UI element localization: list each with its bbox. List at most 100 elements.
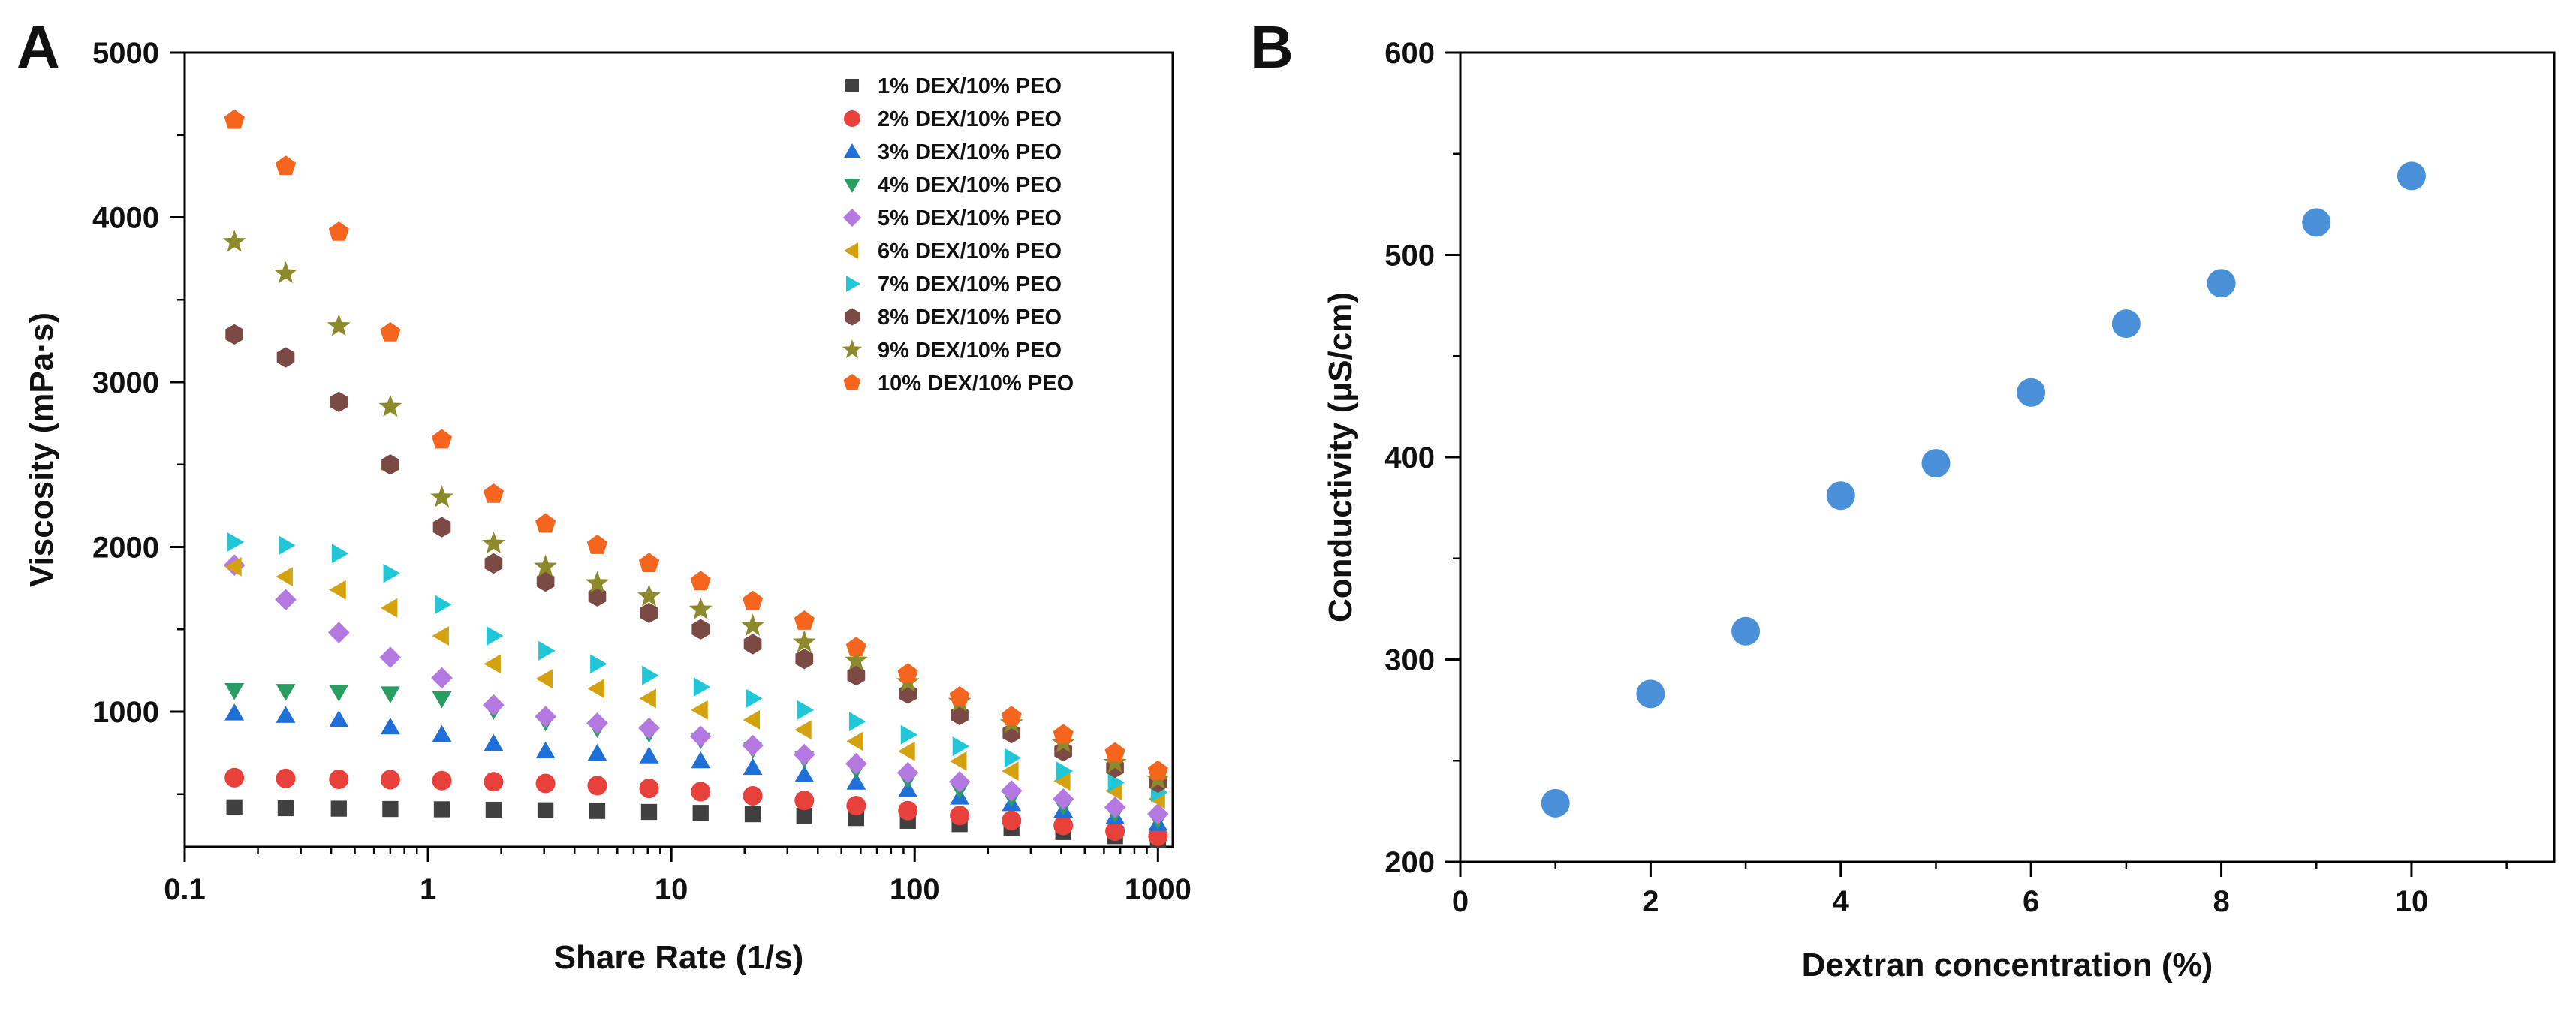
data-point	[794, 791, 815, 811]
y-tick-label-b: 600	[1384, 37, 1435, 70]
data-point	[276, 706, 296, 723]
data-point	[432, 724, 452, 742]
data-point	[380, 598, 398, 618]
data-point	[587, 679, 604, 699]
y-tick-label-a: 3000	[92, 366, 159, 399]
data-point	[329, 770, 349, 790]
data-point	[900, 724, 918, 745]
data-point	[329, 580, 346, 600]
data-point	[484, 553, 503, 574]
data-point	[535, 706, 556, 727]
data-point	[847, 665, 866, 686]
data-point	[379, 646, 402, 668]
data-point	[1053, 815, 1074, 836]
legend-marker	[844, 110, 860, 127]
data-point	[1636, 679, 1665, 709]
data-point	[794, 720, 812, 740]
x-tick-label-b: 8	[2213, 885, 2229, 918]
data-point	[483, 694, 505, 716]
data-point	[537, 802, 554, 818]
legend-label: 5% DEX/10% PEO	[878, 206, 1062, 230]
data-point	[224, 703, 245, 721]
y-tick-label-a: 5000	[92, 37, 159, 70]
data-point	[950, 751, 967, 771]
data-point	[276, 567, 293, 586]
data-point	[688, 597, 713, 620]
data-point	[2207, 269, 2236, 298]
data-point	[435, 595, 452, 615]
data-point	[2111, 309, 2141, 339]
chart-b: 0 2 4 6 8 10 200 300 400 500 600 Dextran concentrat…	[1322, 37, 2556, 983]
data-point	[951, 704, 969, 725]
y-tick-label-b: 300	[1384, 644, 1435, 677]
legend-label: 1% DEX/10% PEO	[878, 74, 1062, 98]
data-point	[795, 649, 814, 670]
data-point	[690, 571, 711, 591]
data-point	[796, 808, 812, 824]
data-point	[794, 765, 815, 782]
data-point	[1147, 760, 1168, 780]
data-point	[639, 688, 656, 709]
legend-marker	[846, 276, 860, 292]
data-point	[2017, 378, 2046, 407]
y-axis-title-b: Conductivity (μS/cm)	[1322, 292, 1359, 622]
legend-label: 10% DEX/10% PEO	[878, 372, 1074, 396]
data-point	[950, 806, 970, 826]
data-point	[590, 654, 607, 674]
data-point	[845, 752, 867, 775]
data-point	[535, 773, 556, 794]
data-point	[330, 391, 348, 412]
data-point	[327, 314, 351, 336]
legend-marker	[842, 208, 862, 227]
data-point	[794, 743, 815, 766]
data-point	[744, 806, 761, 823]
data-point	[586, 712, 608, 734]
x-tick-label-b: 4	[1833, 885, 1850, 918]
legend-marker	[842, 339, 863, 359]
data-point	[586, 535, 608, 554]
data-point	[794, 610, 815, 630]
data-point	[378, 394, 402, 417]
data-point	[792, 630, 816, 652]
y-tick-label-a: 4000	[92, 202, 159, 235]
legend-marker	[844, 143, 860, 158]
data-point	[1105, 821, 1125, 842]
data-point	[535, 513, 556, 533]
data-point	[226, 799, 243, 815]
legend-label: 9% DEX/10% PEO	[878, 339, 1062, 363]
data-point	[380, 770, 400, 790]
data-point	[639, 746, 659, 764]
data-point	[743, 710, 760, 730]
data-point	[1148, 826, 1168, 846]
data-point	[1921, 449, 1951, 478]
data-point	[1000, 780, 1023, 802]
data-point	[1053, 724, 1074, 744]
data-point	[1147, 803, 1169, 825]
data-point	[381, 454, 399, 475]
data-point	[587, 744, 607, 761]
data-point	[328, 221, 349, 241]
panel-b-letter: B	[1250, 14, 1294, 80]
data-point	[948, 771, 971, 793]
data-point	[586, 571, 609, 593]
data-point	[224, 556, 242, 577]
data-point	[898, 800, 918, 821]
data-point	[330, 800, 347, 817]
data-point	[279, 535, 296, 556]
data-point	[380, 321, 401, 342]
data-point	[433, 801, 450, 818]
data-point	[846, 796, 866, 816]
x-axis-title-a: Share Rate (1/s)	[554, 939, 804, 976]
series-a-6	[224, 556, 1165, 809]
data-point	[742, 734, 764, 757]
x-tick-label-a: 1000	[1125, 873, 1192, 906]
data-point	[535, 669, 553, 689]
chart-a: 0.1 1 10 100 1000 1000 2000 3000 4000 5000 Share R…	[23, 37, 1192, 976]
data-point	[432, 691, 452, 709]
x-tick-label-a: 10	[655, 873, 688, 906]
data-point	[589, 803, 606, 819]
x-tick-label-b: 6	[2023, 885, 2039, 918]
data-point	[639, 779, 659, 799]
data-point	[538, 640, 556, 661]
x-tick-label-b: 2	[1642, 885, 1659, 918]
